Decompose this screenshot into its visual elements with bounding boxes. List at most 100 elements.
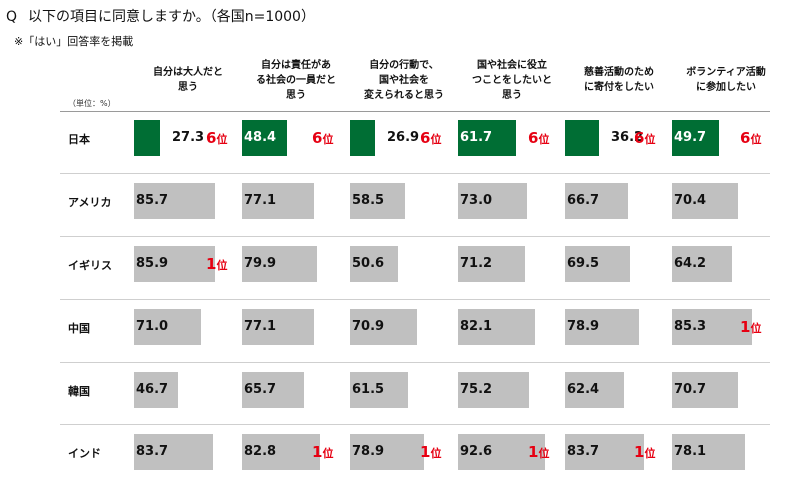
bar <box>242 246 317 282</box>
rank-label: 6位 <box>206 129 228 147</box>
header-separator <box>60 111 770 112</box>
data-label: 71.0 <box>136 319 169 334</box>
data-label: 61.5 <box>352 382 385 397</box>
rank-label: 6位 <box>312 129 334 147</box>
data-label: 26.9 <box>387 130 420 145</box>
data-label: 77.1 <box>244 193 277 208</box>
data-label: 70.7 <box>674 382 707 397</box>
bar <box>458 120 516 156</box>
bar <box>672 120 719 156</box>
bar <box>134 246 215 282</box>
column-header-2: 自分は責任があ る社会の一員だと 思う <box>256 59 336 101</box>
rank-label: 6位 <box>420 129 442 147</box>
note-text: ※「はい」回答率を掲載 <box>14 35 134 48</box>
rank-label: 6位 <box>528 129 550 147</box>
bar <box>350 309 417 345</box>
bar <box>458 309 535 345</box>
bar <box>672 183 738 219</box>
bar <box>350 434 424 470</box>
bar <box>458 372 529 408</box>
bar <box>458 246 525 282</box>
data-label: 36.2 <box>611 130 644 145</box>
data-label: 85.3 <box>674 319 707 334</box>
rank-label: 1位 <box>420 443 442 461</box>
data-label: 75.2 <box>460 382 493 397</box>
data-label: 78.9 <box>352 444 385 459</box>
bar <box>672 372 738 408</box>
country-label: インド <box>68 447 101 460</box>
data-label: 48.4 <box>244 130 277 145</box>
column-header-6: ボランティア活動 に参加したい <box>686 67 766 93</box>
country-label: 日本 <box>68 133 90 146</box>
rank-label: 1位 <box>740 318 762 336</box>
data-label: 70.9 <box>352 319 385 334</box>
bar <box>565 120 599 156</box>
data-label: 58.5 <box>352 193 385 208</box>
row-separator <box>60 173 770 174</box>
bar <box>350 372 408 408</box>
data-label: 71.2 <box>460 256 493 271</box>
bar <box>134 372 178 408</box>
bar <box>458 183 527 219</box>
data-label: 61.7 <box>460 130 493 145</box>
question-body: 以下の項目に同意しますか。（各国n=1000） <box>28 9 315 25</box>
bar <box>242 120 287 156</box>
data-label: 73.0 <box>460 193 493 208</box>
bar <box>672 246 732 282</box>
data-label: 50.6 <box>352 256 385 271</box>
question-mark: Q <box>6 9 18 25</box>
country-label: イギリス <box>68 259 112 272</box>
data-label: 85.7 <box>136 193 169 208</box>
data-label: 83.7 <box>567 444 600 459</box>
bar <box>565 309 639 345</box>
rank-label: 1位 <box>528 443 550 461</box>
question-text: Q 以下の項目に同意しますか。（各国n=1000） <box>6 6 315 26</box>
country-label: 韓国 <box>68 385 90 398</box>
bar <box>672 434 745 470</box>
bar <box>350 246 398 282</box>
bar <box>242 434 320 470</box>
bar <box>350 183 405 219</box>
bar <box>242 372 304 408</box>
data-label: 66.7 <box>567 193 600 208</box>
rank-label: 1位 <box>634 443 656 461</box>
rank-label: 6位 <box>634 129 656 147</box>
bar <box>134 309 201 345</box>
column-header-1: 自分は大人だと 思う <box>153 67 223 93</box>
rank-label: 1位 <box>206 255 228 273</box>
bar <box>565 183 628 219</box>
column-header-3: 自分の行動で、 国や社会を 変えられると思う <box>364 59 444 101</box>
rank-label: 6位 <box>740 129 762 147</box>
data-label: 70.4 <box>674 193 707 208</box>
data-label: 46.7 <box>136 382 169 397</box>
column-header-4: 国や社会に役立 つことをしたいと 思う <box>472 59 552 101</box>
row-separator <box>60 362 770 363</box>
data-label: 82.8 <box>244 444 277 459</box>
data-label: 78.9 <box>567 319 600 334</box>
bar <box>242 309 314 345</box>
data-label: 85.9 <box>136 256 169 271</box>
column-header-5: 慈善活動のため に寄付をしたい <box>584 67 654 93</box>
bar <box>565 246 630 282</box>
row-separator <box>60 424 770 425</box>
country-label: 中国 <box>68 322 90 335</box>
data-label: 82.1 <box>460 319 493 334</box>
data-label: 64.2 <box>674 256 707 271</box>
data-label: 27.3 <box>172 130 205 145</box>
data-label: 79.9 <box>244 256 277 271</box>
bar <box>134 434 213 470</box>
rank-label: 1位 <box>312 443 334 461</box>
bar <box>672 309 752 345</box>
bar <box>458 434 545 470</box>
country-label: アメリカ <box>68 196 112 209</box>
bar <box>565 372 624 408</box>
bar <box>350 120 375 156</box>
data-label: 83.7 <box>136 444 169 459</box>
unit-label: （単位：%） <box>68 99 116 108</box>
data-label: 92.6 <box>460 444 493 459</box>
bar <box>134 183 215 219</box>
row-separator <box>60 236 770 237</box>
data-label: 78.1 <box>674 444 707 459</box>
data-label: 77.1 <box>244 319 277 334</box>
row-separator <box>60 299 770 300</box>
